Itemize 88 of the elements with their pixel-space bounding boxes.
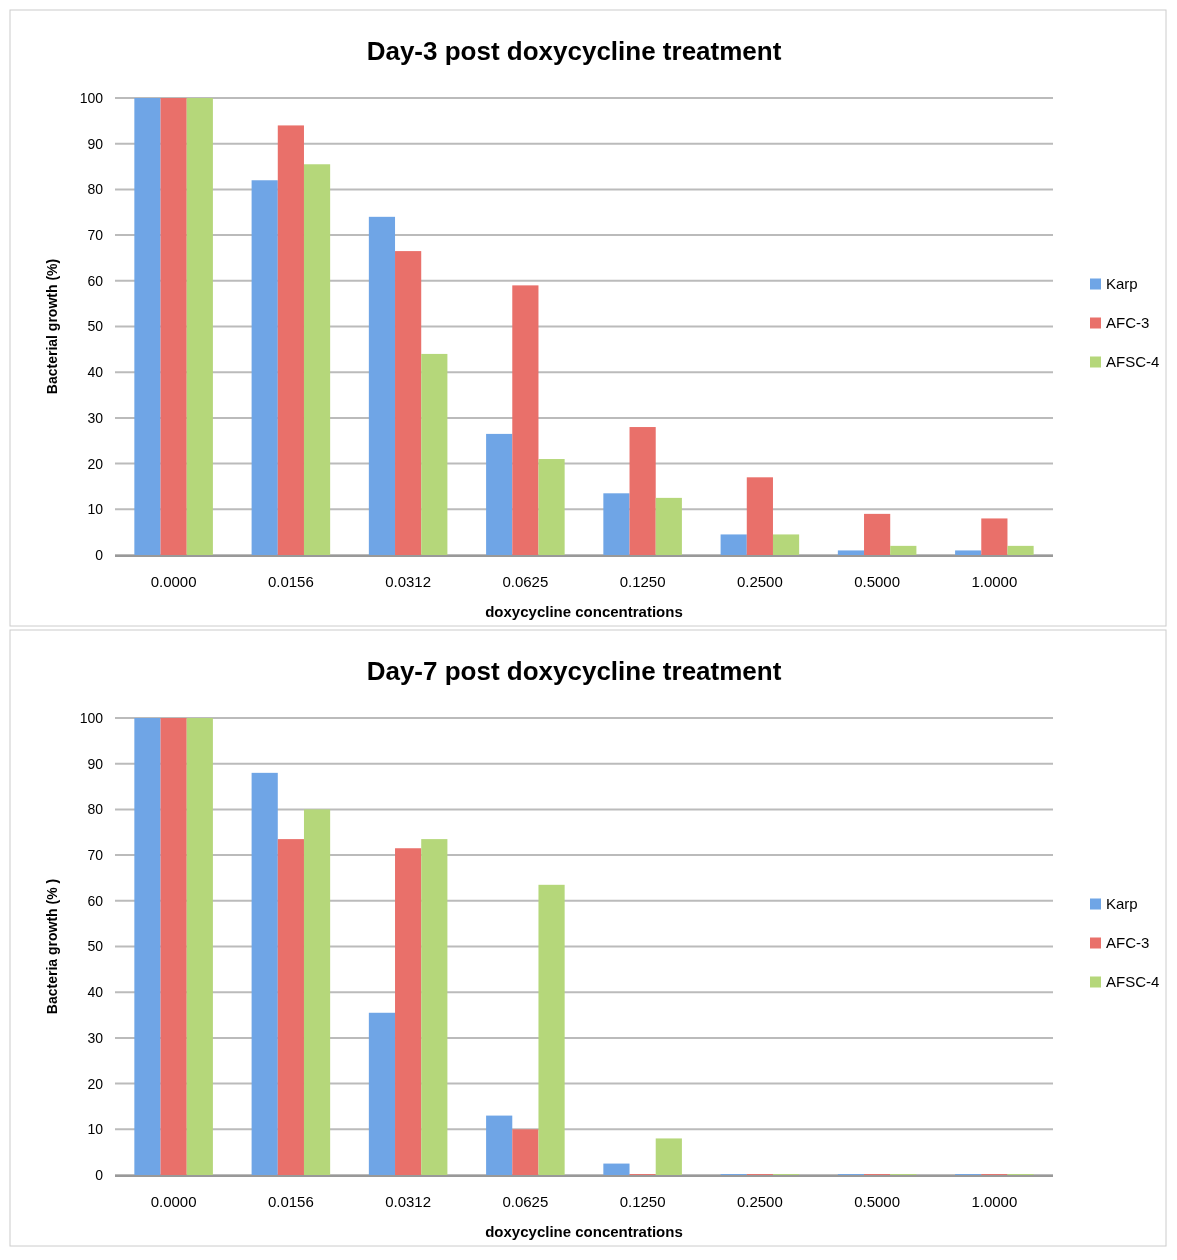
y-tick-label: 40	[87, 984, 104, 1001]
y-tick-label: 90	[87, 135, 104, 152]
y-tick-label: 100	[79, 709, 104, 726]
bar	[512, 1129, 539, 1175]
bar	[134, 98, 161, 555]
bar	[277, 839, 304, 1175]
bar	[981, 518, 1008, 555]
x-tick-label: 0.5000	[854, 1193, 901, 1210]
bar	[303, 164, 331, 555]
bar	[955, 550, 982, 555]
bar	[160, 98, 187, 555]
bar	[395, 848, 422, 1175]
x-tick-label: 0.1250	[619, 1193, 666, 1210]
x-tick-label: 0.5000	[854, 573, 901, 590]
bar	[395, 251, 422, 555]
y-tick-label: 20	[87, 1075, 104, 1092]
bar	[134, 718, 161, 1175]
bar	[629, 427, 656, 555]
bar	[368, 1012, 396, 1175]
x-axis-title: doxycycline concentrations	[485, 1223, 683, 1240]
bar	[512, 285, 539, 555]
bar	[864, 513, 891, 555]
bar	[368, 216, 396, 555]
bar	[890, 545, 917, 555]
y-tick-label: 0	[95, 546, 104, 563]
y-tick-label: 70	[87, 227, 104, 243]
bar	[1007, 545, 1034, 555]
y-tick-label: 60	[87, 272, 104, 289]
bar	[603, 493, 630, 555]
bar	[251, 772, 278, 1175]
x-tick-label: 0.0312	[385, 1193, 432, 1210]
x-tick-label: 0.0000	[150, 573, 197, 590]
x-tick-label: 1.0000	[971, 1193, 1018, 1210]
bar	[538, 884, 565, 1175]
legend-label: AFC-3	[1106, 313, 1150, 331]
y-axis-title: Bacteria growth (% )	[44, 878, 60, 1015]
bar	[655, 1138, 682, 1175]
bar	[603, 1163, 630, 1175]
y-tick-label: 10	[87, 1121, 104, 1138]
bar	[837, 550, 865, 555]
x-tick-label: 0.2500	[736, 1193, 783, 1210]
y-tick-label: 90	[87, 755, 104, 772]
bar	[251, 180, 278, 555]
y-axis-title: Bacterial growth (%)	[44, 258, 60, 395]
bar	[720, 534, 747, 555]
x-tick-label: 0.1250	[619, 573, 666, 590]
bar	[303, 809, 331, 1175]
y-tick-label: 30	[87, 1029, 104, 1046]
bar	[486, 1115, 513, 1175]
bar	[655, 497, 682, 555]
bar	[772, 534, 800, 555]
x-tick-label: 0.0156	[267, 1193, 314, 1210]
y-tick-label: 30	[87, 409, 104, 426]
y-tick-label: 80	[87, 181, 104, 198]
bar	[421, 839, 448, 1175]
y-tick-label: 10	[87, 501, 104, 518]
bar	[277, 125, 304, 555]
legend-label: AFC-3	[1106, 933, 1150, 951]
legend-label: Karp	[1106, 894, 1138, 912]
bar	[746, 477, 773, 555]
y-tick-label: 100	[79, 89, 104, 106]
x-tick-label: 0.0625	[502, 1193, 549, 1210]
chart-title: Day-7 post doxycycline treatment	[366, 656, 782, 686]
y-tick-label: 40	[87, 364, 104, 381]
x-tick-label: 0.0312	[385, 573, 432, 590]
y-tick-label: 70	[87, 847, 104, 863]
y-tick-label: 80	[87, 801, 104, 818]
chart-title: Day-3 post doxycycline treatment	[366, 36, 782, 66]
bar	[186, 98, 213, 555]
y-tick-label: 0	[95, 1166, 104, 1183]
legend-label: Karp	[1106, 274, 1138, 292]
y-tick-label: 50	[87, 938, 104, 955]
bar	[538, 459, 565, 555]
x-tick-label: 0.0156	[267, 573, 314, 590]
y-tick-label: 20	[87, 455, 104, 472]
legend-label: AFSC-4	[1106, 972, 1160, 990]
x-tick-label: 1.0000	[971, 573, 1018, 590]
bar	[160, 718, 187, 1175]
x-tick-label: 0.0625	[502, 573, 549, 590]
x-tick-label: 0.0000	[150, 1193, 197, 1210]
bar	[421, 353, 448, 555]
bar	[486, 433, 513, 555]
y-tick-label: 60	[87, 892, 104, 909]
x-axis-title: doxycycline concentrations	[485, 603, 683, 620]
legend-label: AFSC-4	[1106, 352, 1160, 370]
y-tick-label: 50	[87, 318, 104, 335]
x-tick-label: 0.2500	[736, 573, 783, 590]
bar	[186, 718, 213, 1175]
